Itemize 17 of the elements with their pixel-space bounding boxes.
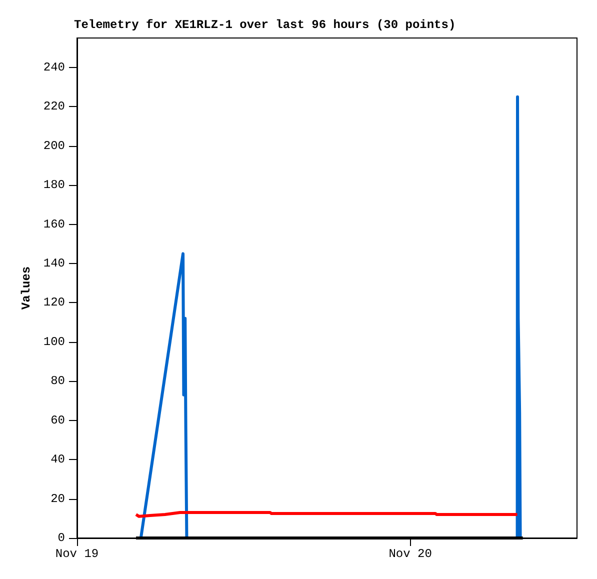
chart-title: Telemetry for XE1RLZ-1 over last 96 hours (30 points) bbox=[74, 18, 456, 32]
y-tick-label: 240 bbox=[43, 60, 65, 74]
x-tick-label: Nov 19 bbox=[55, 547, 99, 561]
y-axis-title: Values bbox=[19, 266, 34, 310]
y-tick-label: 220 bbox=[43, 100, 65, 114]
y-tick-label: 100 bbox=[43, 334, 65, 349]
y-tick-label: 0 bbox=[58, 531, 65, 545]
y-tick-label: 60 bbox=[50, 413, 65, 428]
x-tick-label: Nov 20 bbox=[388, 547, 432, 561]
y-tick-label: 80 bbox=[50, 374, 65, 388]
y-tick-label: 120 bbox=[43, 296, 65, 310]
y-tick-label: 180 bbox=[43, 178, 65, 192]
y-tick-label: 20 bbox=[50, 492, 65, 506]
y-tick-label: 140 bbox=[43, 256, 65, 270]
y-tick-label: 40 bbox=[50, 452, 65, 467]
y-tick-label: 200 bbox=[43, 138, 65, 153]
y-tick-label: 160 bbox=[43, 217, 65, 232]
